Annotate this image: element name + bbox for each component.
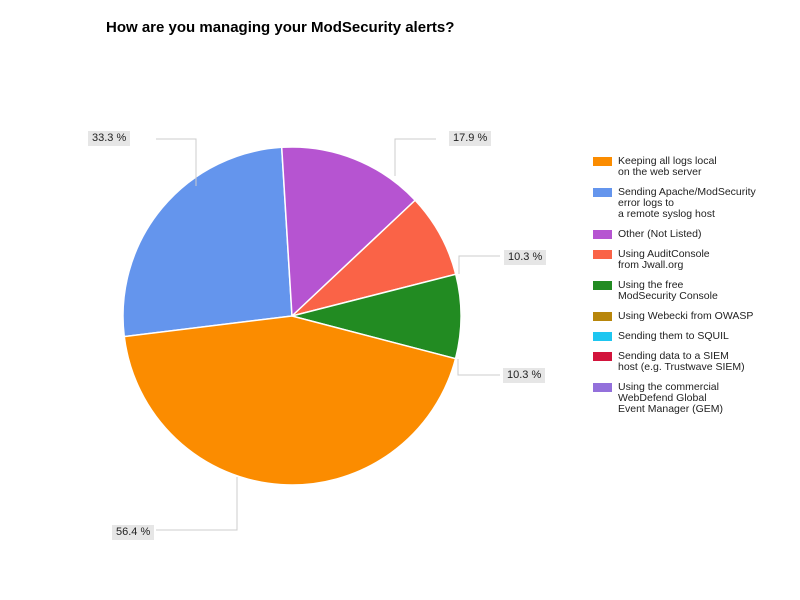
legend-label: Event Manager (GEM) bbox=[618, 403, 724, 415]
legend-label: Sending data to a SIEM bbox=[618, 350, 729, 362]
label-leader-lines bbox=[156, 138, 500, 531]
legend: Keeping all logs local on the web server S… bbox=[593, 156, 793, 424]
leader-line-4 bbox=[457, 359, 500, 376]
legend-swatch bbox=[593, 230, 612, 239]
slice-label-1: 33.3 % bbox=[88, 131, 131, 146]
leader-line-2 bbox=[394, 138, 436, 176]
legend-item: Using AuditConsole from Jwall.org bbox=[593, 249, 793, 271]
slice-label-3: 10.3 % bbox=[504, 250, 547, 265]
legend-swatch bbox=[593, 383, 612, 392]
legend-swatch bbox=[593, 352, 612, 361]
legend-label: Using the free bbox=[618, 279, 684, 291]
legend-item: Sending data to a SIEM host (e.g. Trustwa… bbox=[593, 351, 793, 373]
legend-label: host (e.g. Trustwave SIEM) bbox=[618, 361, 745, 373]
legend-swatch bbox=[593, 188, 612, 197]
legend-swatch bbox=[593, 332, 612, 341]
legend-item: Other (Not Listed) bbox=[593, 229, 793, 240]
legend-label: WebDefend Global bbox=[618, 392, 707, 404]
legend-item: Using the free ModSecurity Console bbox=[593, 280, 793, 302]
pie-slice-2 bbox=[280, 146, 417, 318]
legend-label: Sending Apache/ModSecurity bbox=[618, 186, 756, 198]
leader-line-0 bbox=[156, 477, 238, 531]
legend-item: Using Webecki from OWASP bbox=[593, 311, 793, 322]
legend-label: Using AuditConsole bbox=[618, 248, 710, 260]
legend-label: Other (Not Listed) bbox=[618, 228, 702, 240]
pie-slices bbox=[122, 146, 462, 486]
slice-label-4: 10.3 % bbox=[503, 368, 546, 383]
legend-swatch bbox=[593, 281, 612, 290]
legend-label: ModSecurity Console bbox=[618, 290, 718, 302]
slice-label-2: 17.9 % bbox=[449, 131, 492, 146]
leader-line-3 bbox=[458, 255, 500, 274]
legend-label: from Jwall.org bbox=[618, 259, 684, 271]
legend-label: Sending them to SQUIL bbox=[618, 330, 729, 342]
pie-slice-0 bbox=[123, 315, 457, 486]
legend-item: Sending Apache/ModSecurity error logs to a… bbox=[593, 187, 793, 220]
slice-label-0: 56.4 % bbox=[112, 525, 155, 540]
legend-label: error logs to bbox=[618, 197, 675, 209]
legend-label: Using Webecki from OWASP bbox=[618, 310, 754, 322]
legend-item: Keeping all logs local on the web server bbox=[593, 156, 793, 178]
legend-label: a remote syslog host bbox=[618, 208, 715, 220]
leader-line-1 bbox=[156, 138, 197, 186]
legend-swatch bbox=[593, 312, 612, 321]
legend-swatch bbox=[593, 157, 612, 166]
chart-title: How are you managing your ModSecurity al… bbox=[106, 19, 455, 36]
legend-label: on the web server bbox=[618, 166, 702, 178]
legend-swatch bbox=[593, 250, 612, 259]
legend-item: Using the commercial WebDefend Global Even… bbox=[593, 382, 793, 415]
legend-label: Keeping all logs local bbox=[618, 155, 717, 167]
pie-slice-1 bbox=[122, 146, 293, 338]
legend-label: Using the commercial bbox=[618, 381, 719, 393]
legend-item: Sending them to SQUIL bbox=[593, 331, 793, 342]
